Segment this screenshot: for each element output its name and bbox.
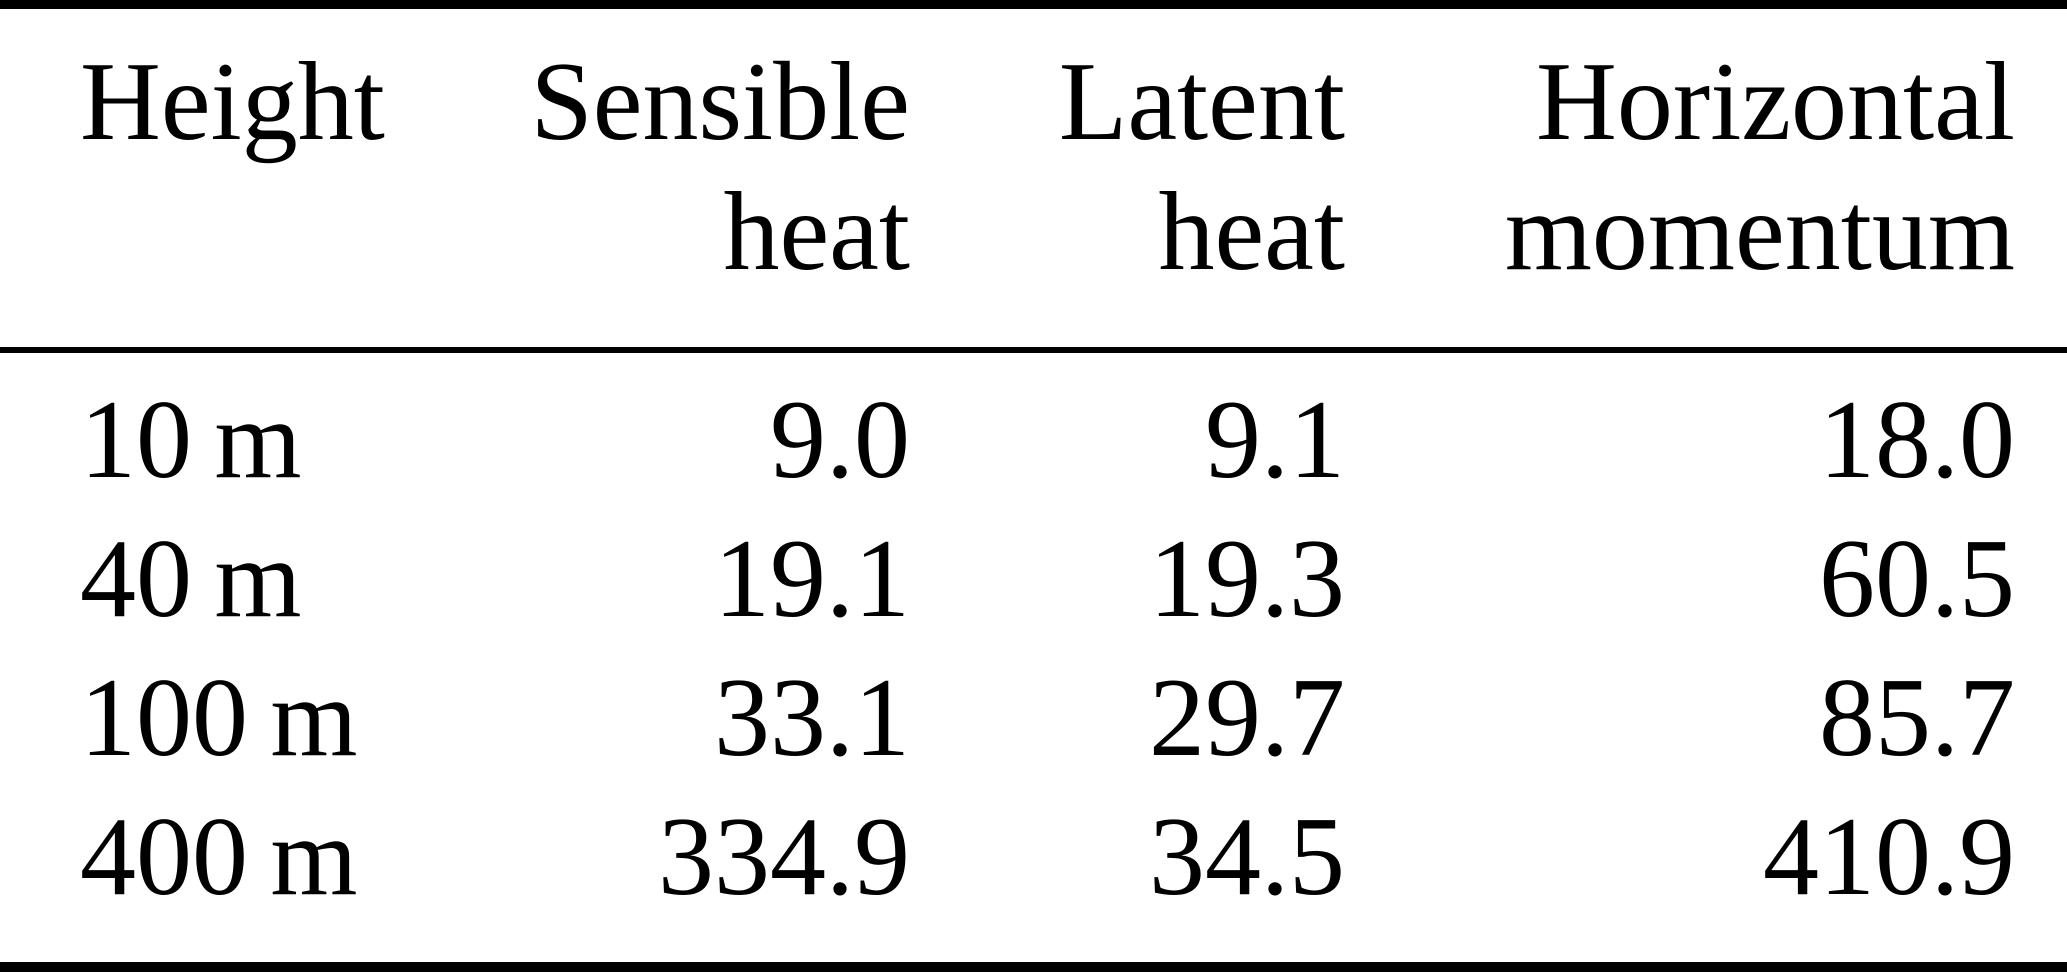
column-header-latent-heat: Latent heat xyxy=(910,37,1345,297)
column-header-line1: Latent xyxy=(1058,40,1345,164)
column-header-line1: Horizontal xyxy=(1536,40,2015,164)
cell-height: 400 m xyxy=(80,795,358,919)
cell-height: 100 m xyxy=(80,656,358,780)
table-row: 100 m 33.1 29.7 85.7 xyxy=(0,649,2067,788)
cell-latent-heat: 29.7 xyxy=(1149,656,1345,780)
cell-horizontal-momentum: 410.9 xyxy=(1763,795,2015,919)
cell-horizontal-momentum: 60.5 xyxy=(1819,517,2015,641)
cell-sensible-heat: 9.0 xyxy=(770,378,910,502)
column-header-line2: heat xyxy=(723,170,910,294)
cell-height: 40 m xyxy=(80,517,302,641)
table-mid-rule xyxy=(0,347,2067,353)
cell-sensible-heat: 19.1 xyxy=(714,517,910,641)
cell-horizontal-momentum: 85.7 xyxy=(1819,656,2015,780)
table-body: 10 m 9.0 9.1 18.0 40 m 19.1 19.3 60.5 10… xyxy=(0,371,2067,927)
table-bottom-rule xyxy=(0,962,2067,972)
column-header-horizontal-momentum: Horizontal momentum xyxy=(1345,37,2015,297)
table-top-rule xyxy=(0,0,2067,9)
table-row: 400 m 334.9 34.5 410.9 xyxy=(0,788,2067,927)
column-header-line2: momentum xyxy=(1504,170,2015,294)
column-header-line2: heat xyxy=(1158,170,1345,294)
table-row: 40 m 19.1 19.3 60.5 xyxy=(0,510,2067,649)
cell-latent-heat: 34.5 xyxy=(1149,795,1345,919)
column-header-line1: Sensible xyxy=(530,40,910,164)
cell-horizontal-momentum: 18.0 xyxy=(1819,378,2015,502)
cell-sensible-heat: 334.9 xyxy=(658,795,910,919)
table-row: 10 m 9.0 9.1 18.0 xyxy=(0,371,2067,510)
cell-latent-heat: 19.3 xyxy=(1149,517,1345,641)
table-header-row: Height Sensible heat Latent heat Horizon… xyxy=(0,37,2067,297)
cell-sensible-heat: 33.1 xyxy=(714,656,910,780)
column-header-line1: Height xyxy=(80,40,385,164)
cell-latent-heat: 9.1 xyxy=(1205,378,1345,502)
cell-height: 10 m xyxy=(80,378,302,502)
column-header-sensible-heat: Sensible heat xyxy=(400,37,910,297)
column-header-height: Height xyxy=(0,37,400,297)
